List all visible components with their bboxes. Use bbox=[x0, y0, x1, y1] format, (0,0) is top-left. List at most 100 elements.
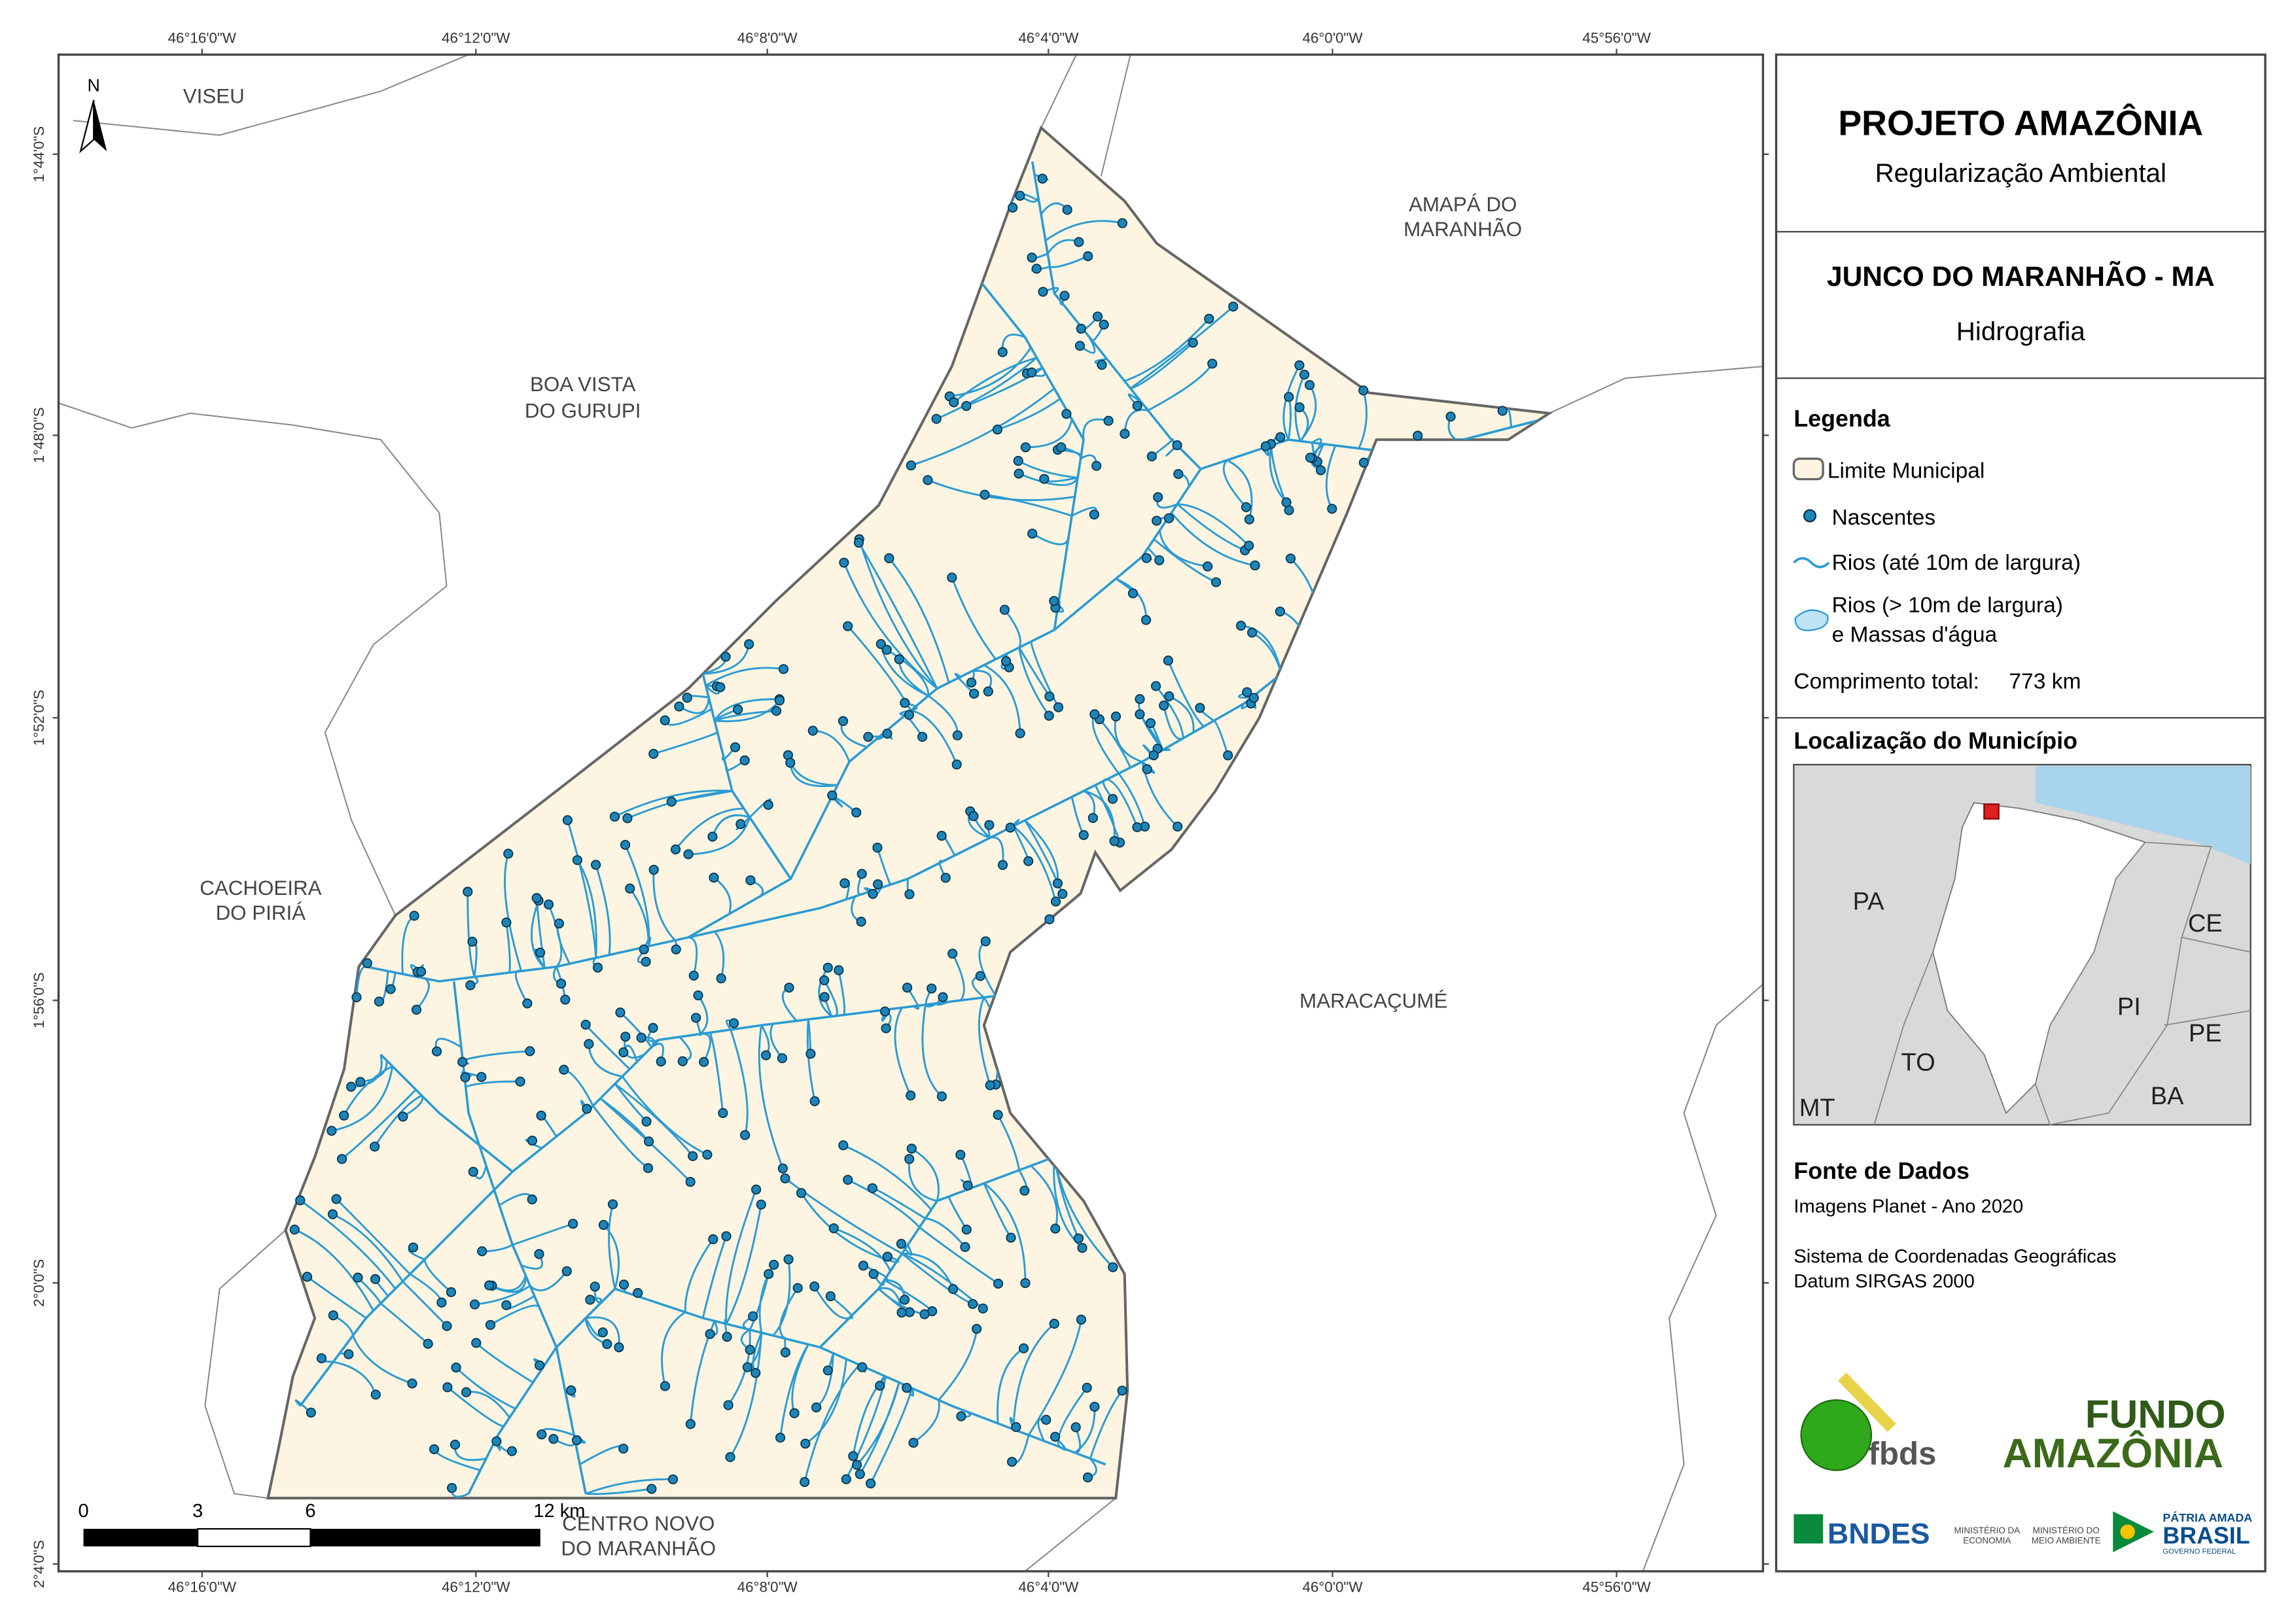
spring bbox=[346, 1081, 357, 1092]
spring bbox=[951, 759, 962, 770]
stream bbox=[921, 1004, 943, 1098]
spring bbox=[1140, 615, 1152, 625]
spring bbox=[1228, 302, 1239, 312]
stream bbox=[714, 710, 777, 722]
stream bbox=[332, 1213, 404, 1282]
spring bbox=[1011, 1422, 1021, 1433]
spring bbox=[582, 1104, 592, 1114]
spring bbox=[1152, 515, 1162, 526]
stream bbox=[911, 1147, 940, 1202]
map-frame bbox=[57, 53, 1765, 1573]
spring bbox=[1117, 218, 1127, 228]
spring bbox=[931, 413, 942, 424]
spring bbox=[969, 688, 980, 699]
spring bbox=[316, 1353, 327, 1363]
spring bbox=[745, 1344, 755, 1355]
spring bbox=[1210, 577, 1222, 587]
stream bbox=[711, 814, 751, 837]
spring bbox=[740, 1130, 751, 1140]
stream bbox=[688, 817, 751, 856]
spring bbox=[745, 875, 756, 886]
spring bbox=[467, 936, 478, 947]
bndes-logo: BNDES bbox=[1828, 1517, 1930, 1550]
stream bbox=[1045, 220, 1123, 241]
spring bbox=[656, 1056, 666, 1067]
spring bbox=[1082, 1472, 1093, 1483]
spring bbox=[863, 731, 874, 742]
spring bbox=[625, 883, 635, 894]
spring bbox=[407, 1378, 417, 1389]
top-tick-label: 46°0'0"W bbox=[1302, 30, 1363, 46]
side-panel: PROJETO AMAZÔNIA Regularização Ambiental… bbox=[1775, 53, 2267, 1573]
stream bbox=[701, 1236, 728, 1319]
stream bbox=[1012, 825, 1057, 902]
stream bbox=[997, 1114, 1021, 1171]
stream bbox=[833, 1227, 891, 1272]
spring bbox=[1059, 290, 1070, 301]
stream bbox=[514, 969, 529, 1004]
spring bbox=[952, 730, 963, 741]
spring bbox=[1083, 251, 1093, 262]
spring bbox=[1275, 432, 1286, 442]
spring bbox=[527, 1194, 537, 1205]
spring bbox=[1037, 173, 1048, 184]
spring bbox=[614, 1342, 624, 1353]
spring bbox=[938, 992, 948, 1002]
spring bbox=[868, 888, 878, 899]
stream bbox=[779, 1287, 799, 1340]
spring bbox=[723, 1400, 733, 1410]
spring bbox=[1044, 691, 1055, 702]
spring bbox=[904, 889, 915, 899]
spring bbox=[709, 873, 719, 883]
stream bbox=[341, 1089, 417, 1160]
spring bbox=[535, 1360, 545, 1370]
stream bbox=[997, 1347, 1025, 1424]
spring bbox=[1062, 205, 1072, 215]
spring bbox=[1097, 360, 1107, 370]
spring bbox=[328, 1310, 338, 1321]
place-label: DO PIRIÁ bbox=[216, 901, 306, 924]
spring bbox=[648, 748, 659, 759]
spring bbox=[1358, 385, 1369, 396]
spring bbox=[683, 849, 694, 860]
spring bbox=[796, 1188, 807, 1198]
panel-title: PROJETO AMAZÔNIA bbox=[1838, 103, 2203, 143]
spring bbox=[351, 992, 362, 1003]
stream bbox=[843, 1144, 932, 1211]
spring bbox=[963, 1180, 973, 1191]
spring bbox=[571, 1435, 582, 1446]
spring bbox=[882, 1251, 892, 1262]
spring bbox=[1110, 711, 1122, 722]
spring bbox=[848, 1451, 858, 1461]
spring bbox=[1070, 1422, 1081, 1433]
scale-label: 12 km bbox=[533, 1501, 585, 1522]
stream bbox=[858, 542, 938, 689]
spring bbox=[751, 1368, 761, 1378]
stream bbox=[703, 644, 751, 675]
spring bbox=[822, 962, 833, 973]
place-label: BOA VISTA bbox=[530, 373, 635, 396]
spring bbox=[1005, 822, 1016, 833]
spring bbox=[904, 710, 915, 720]
spring bbox=[980, 936, 991, 947]
spring bbox=[1044, 710, 1054, 721]
stream bbox=[772, 1259, 791, 1336]
spring bbox=[992, 425, 1003, 435]
spring bbox=[1135, 709, 1145, 720]
spring bbox=[993, 1278, 1004, 1289]
spring bbox=[774, 695, 785, 706]
stream bbox=[951, 953, 965, 1002]
spring bbox=[868, 1268, 879, 1280]
spring bbox=[469, 1299, 480, 1310]
spring bbox=[442, 1321, 452, 1331]
spring bbox=[667, 1474, 679, 1485]
stream bbox=[531, 900, 546, 969]
spring bbox=[1260, 441, 1271, 451]
stream bbox=[1018, 647, 1050, 716]
spring bbox=[590, 860, 601, 870]
spring bbox=[881, 1023, 891, 1034]
stream bbox=[1129, 305, 1234, 389]
stream bbox=[894, 1007, 912, 1096]
spring bbox=[1164, 691, 1174, 701]
spring bbox=[699, 1056, 709, 1068]
